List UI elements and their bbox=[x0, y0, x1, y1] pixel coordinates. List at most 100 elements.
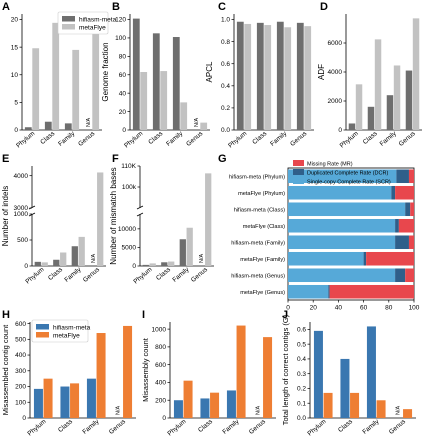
panel-a: A bbox=[2, 1, 10, 13]
panel-f: F bbox=[112, 153, 119, 165]
stacked-bar-chart-g: hifiasm-meta (Phylum) metaFlye (Phylum) hi… bbox=[229, 167, 420, 312]
y-tick-label: 200 bbox=[15, 384, 26, 391]
bar-hifiasm-meta-genus bbox=[296, 22, 304, 130]
bar-segment-single-copy-complete-rate-scr- bbox=[288, 185, 392, 200]
bar-segment-single-copy-complete-rate-scr- bbox=[288, 284, 329, 299]
bar-metaflye-family bbox=[78, 236, 85, 266]
plot-frame bbox=[287, 167, 415, 301]
bar-hifiasm-meta-phylum bbox=[132, 18, 140, 131]
y-tick-label: hifiasm-meta (Phylum) bbox=[229, 174, 285, 180]
x-tick-label: Phylum bbox=[15, 130, 36, 149]
y-tick-label: 0 bbox=[24, 263, 28, 270]
bar-metaflye-genus bbox=[403, 409, 413, 418]
y-tick-label: 110K bbox=[121, 163, 136, 170]
bar-hifiasm-meta-phylum bbox=[33, 388, 43, 418]
bar-metaflye-class bbox=[160, 71, 168, 130]
y-tick-label: 15 bbox=[11, 44, 19, 51]
y-tick-label: hifiasm-meta (Family) bbox=[231, 240, 285, 246]
bar-metaflye-family bbox=[376, 400, 386, 418]
y-tick-label: 0.2 bbox=[221, 105, 230, 112]
bar-chart-j: 0.0 0.1 0.2 0.3 0.4 0.5 0.6 Total length of cor… bbox=[281, 314, 416, 437]
bar-segment-duplicated-complete-rate-dcr- bbox=[396, 169, 409, 184]
y-tick-label: 600 bbox=[155, 362, 166, 369]
panel-d: D bbox=[320, 1, 328, 13]
bar-segment-missing-rate-mr- bbox=[395, 185, 414, 200]
y-tick-label: 1000 bbox=[14, 211, 29, 218]
bar-metaflye-phylum bbox=[183, 380, 193, 418]
bar-segment-missing-rate-mr- bbox=[329, 284, 414, 299]
y-axis-label: Number of mismatch bases bbox=[109, 167, 118, 264]
legend-swatch bbox=[62, 24, 75, 30]
y-tick-label: 0.5 bbox=[297, 341, 306, 348]
y-tick-label: 0.1 bbox=[297, 400, 306, 407]
na-label: N/A bbox=[91, 254, 97, 264]
x-tick-label: 100 bbox=[409, 305, 420, 312]
bar-metaflye-genus bbox=[97, 172, 104, 266]
y-tick-label: 500 bbox=[17, 237, 28, 244]
bar-hifiasm-meta-genus bbox=[405, 70, 413, 130]
x-tick-label: Genus bbox=[248, 418, 268, 436]
x-tick-label: Family bbox=[165, 130, 185, 148]
x-tick-label: Class bbox=[57, 418, 75, 434]
axis-break-mark bbox=[28, 205, 36, 210]
bar-metaflye-phylum bbox=[41, 262, 48, 266]
x-tick-label: 20 bbox=[310, 305, 318, 312]
panel-g: G bbox=[218, 153, 227, 165]
na-label: N/A bbox=[395, 406, 401, 416]
bar-segment-duplicated-complete-rate-dcr- bbox=[395, 218, 399, 233]
bar-hifiasm-meta-phylum bbox=[34, 261, 41, 266]
bar-hifiasm-meta-class bbox=[152, 33, 160, 131]
bar-hifiasm-meta-class bbox=[367, 106, 375, 130]
x-tick-label: Family bbox=[379, 130, 399, 148]
bar-chart-c: 0.0 0.2 0.4 0.6 0.8 1.0 APCL Phylum Class Family G… bbox=[205, 14, 314, 149]
x-tick-label: Genus bbox=[289, 130, 309, 148]
panel-i: I bbox=[142, 309, 145, 321]
legend-swatch bbox=[293, 178, 304, 184]
y-tick-label: 0.8 bbox=[221, 39, 230, 46]
bar-hifiasm-meta-class bbox=[256, 22, 264, 130]
y-tick-label: 6000 bbox=[328, 40, 343, 47]
y-axis-label: Total length of correct contigs (G) bbox=[281, 314, 290, 425]
legend-label: metaFlye bbox=[53, 332, 80, 339]
panel-b: B bbox=[112, 1, 120, 13]
x-tick-label: Phylum bbox=[306, 418, 327, 437]
bar-hifiasm-meta-phylum bbox=[313, 330, 323, 418]
y-tick-label: 500 bbox=[15, 337, 26, 344]
bar-metaflye-class bbox=[52, 22, 60, 130]
y-tick-label: 4000 bbox=[328, 69, 343, 76]
y-tick-label: 0 bbox=[132, 263, 136, 270]
bar-metaflye-genus bbox=[200, 122, 208, 130]
x-tick-label: Genus bbox=[77, 130, 97, 148]
y-tick-label: 0.3 bbox=[297, 371, 306, 378]
bar-metaflye-class bbox=[70, 383, 80, 418]
y-axis-label: Misassembly count bbox=[141, 337, 150, 402]
na-label: N/A bbox=[255, 406, 261, 416]
bar-chart-b: 0 20 40 60 80 100 120 Genome fraction Phylum Clas… bbox=[101, 14, 210, 149]
legend-swatch bbox=[293, 169, 304, 175]
bar-metaflye-phylum bbox=[43, 378, 53, 418]
x-tick-label: Class bbox=[155, 266, 173, 282]
bar-metaflye-phylum bbox=[149, 263, 156, 266]
bar-metaflye-phylum bbox=[323, 392, 333, 418]
bar-segment-missing-rate-mr- bbox=[366, 251, 414, 266]
y-tick-label: 5000 bbox=[122, 245, 137, 252]
bar-hifiasm-meta-family bbox=[276, 21, 284, 130]
bar-metaflye-class bbox=[60, 252, 67, 266]
bar-metaflye-class bbox=[168, 261, 175, 266]
y-tick-label: 60 bbox=[119, 72, 127, 79]
x-tick-label: Family bbox=[269, 130, 289, 148]
legend-swatch bbox=[293, 160, 304, 166]
bar-metaflye-family bbox=[236, 325, 246, 418]
y-tick-label: 80 bbox=[119, 54, 127, 61]
y-tick-label: 800 bbox=[155, 344, 166, 351]
y-tick-label: 100 bbox=[115, 35, 126, 42]
bar-metaflye-family bbox=[186, 227, 193, 266]
bar-hifiasm-meta-class bbox=[60, 386, 70, 418]
bar-segment-duplicated-complete-rate-dcr- bbox=[395, 235, 409, 250]
y-tick-label: 40 bbox=[119, 90, 127, 97]
y-tick-label: 2000 bbox=[328, 98, 343, 105]
legend-swatch bbox=[36, 332, 49, 338]
x-tick-label: Family bbox=[171, 266, 191, 284]
